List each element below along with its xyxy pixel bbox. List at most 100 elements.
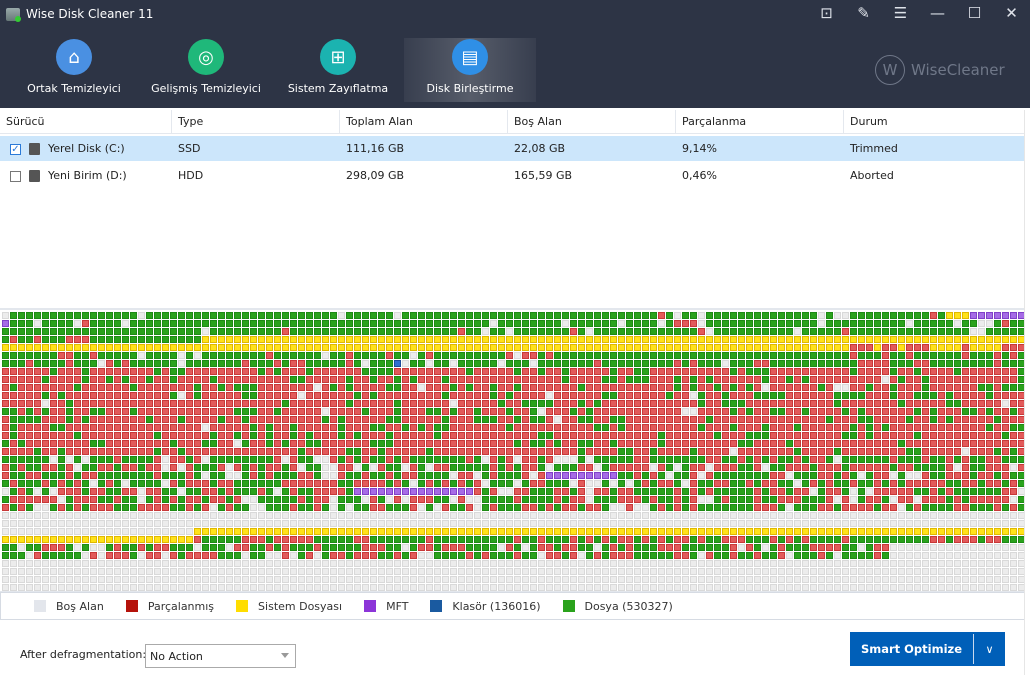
tab-disk-defrag[interactable]: ▤ Disk Birleştirme: [404, 38, 536, 102]
cluster-block: [474, 408, 481, 415]
cluster-block: [810, 400, 817, 407]
cluster-block: [74, 536, 81, 543]
cluster-block: [594, 424, 601, 431]
cluster-block: [730, 320, 737, 327]
cluster-block: [410, 360, 417, 367]
cluster-block: [602, 520, 609, 527]
cluster-block: [10, 480, 17, 487]
cluster-block: [602, 536, 609, 543]
col-type[interactable]: Type: [172, 109, 340, 134]
col-drive[interactable]: Sürücü: [0, 109, 172, 134]
col-fragmentation[interactable]: Parçalanma: [676, 109, 844, 134]
table-row[interactable]: ✓ Yerel Disk (C:) SSD 111,16 GB 22,08 GB …: [0, 136, 1024, 161]
cluster-block: [34, 408, 41, 415]
cluster-block: [26, 384, 33, 391]
maximize-button[interactable]: ☐: [967, 4, 982, 22]
drive-checkbox[interactable]: [10, 170, 21, 182]
cluster-block: [762, 320, 769, 327]
cluster-block: [514, 344, 521, 351]
cluster-block: [762, 408, 769, 415]
minimize-button[interactable]: —: [930, 4, 945, 22]
cluster-block: [914, 360, 921, 367]
cluster-block: [162, 384, 169, 391]
scrollbar[interactable]: [1024, 110, 1030, 675]
cluster-block: [754, 456, 761, 463]
menu-icon[interactable]: ☰: [893, 4, 908, 22]
cluster-block: [498, 560, 505, 567]
after-defrag-select[interactable]: No Action: [145, 644, 296, 668]
cluster-block: [2, 528, 9, 535]
col-total[interactable]: Toplam Alan: [340, 109, 508, 134]
cluster-block: [602, 472, 609, 479]
cluster-block: [946, 448, 953, 455]
cluster-block: [570, 368, 577, 375]
cluster-block: [538, 368, 545, 375]
tab-common-cleaner[interactable]: ⌂ Ortak Temizleyici: [8, 38, 140, 102]
chevron-down-icon[interactable]: ∨: [985, 642, 994, 656]
cluster-block: [650, 512, 657, 519]
smart-optimize-button[interactable]: Smart Optimize ∨: [850, 632, 1005, 666]
cluster-block: [898, 400, 905, 407]
cluster-block: [842, 576, 849, 583]
cluster-block: [170, 568, 177, 575]
cluster-block: [874, 432, 881, 439]
cluster-block: [882, 472, 889, 479]
cluster-block: [914, 312, 921, 319]
cluster-block: [962, 448, 969, 455]
cluster-block: [2, 392, 9, 399]
cluster-block: [258, 528, 265, 535]
cluster-block: [338, 416, 345, 423]
cluster-block: [50, 536, 57, 543]
cluster-block: [490, 424, 497, 431]
cluster-block: [458, 376, 465, 383]
cluster-block: [314, 568, 321, 575]
cluster-block: [730, 336, 737, 343]
cluster-block: [578, 512, 585, 519]
cluster-block: [1010, 400, 1017, 407]
cluster-block: [418, 392, 425, 399]
tab-system-slimming[interactable]: ⊞ Sistem Zayıflatma: [272, 38, 404, 102]
cluster-block: [250, 560, 257, 567]
cluster-block: [450, 496, 457, 503]
cluster-block: [306, 392, 313, 399]
drive-checkbox[interactable]: ✓: [10, 143, 21, 155]
col-status[interactable]: Durum: [850, 114, 888, 128]
cluster-block: [202, 528, 209, 535]
cluster-block: [722, 360, 729, 367]
cluster-block: [402, 328, 409, 335]
cluster-block: [130, 536, 137, 543]
cluster-block: [282, 368, 289, 375]
cluster-block: [474, 576, 481, 583]
feedback-icon[interactable]: ⊡: [820, 4, 833, 22]
cluster-block: [394, 512, 401, 519]
cluster-block: [226, 400, 233, 407]
cluster-block: [362, 536, 369, 543]
cluster-block: [938, 576, 945, 583]
cluster-block: [594, 384, 601, 391]
close-button[interactable]: ✕: [1005, 4, 1018, 22]
edit-note-icon[interactable]: ✎: [857, 4, 870, 22]
cluster-block: [538, 376, 545, 383]
col-free[interactable]: Boş Alan: [508, 109, 676, 134]
cluster-block: [306, 456, 313, 463]
cluster-block: [666, 328, 673, 335]
cluster-block: [418, 496, 425, 503]
cluster-block: [722, 336, 729, 343]
tab-advanced-cleaner[interactable]: ◎ Gelişmiş Temizleyici: [140, 38, 272, 102]
cluster-block: [450, 480, 457, 487]
cluster-block: [906, 328, 913, 335]
cluster-block: [842, 520, 849, 527]
cluster-block: [106, 352, 113, 359]
table-row[interactable]: Yeni Birim (D:) HDD 298,09 GB 165,59 GB …: [0, 163, 1024, 188]
cluster-block: [834, 464, 841, 471]
cluster-block: [346, 424, 353, 431]
cluster-block: [362, 376, 369, 383]
cluster-block: [138, 432, 145, 439]
cluster-block: [474, 312, 481, 319]
cluster-block: [810, 328, 817, 335]
cluster-block: [250, 320, 257, 327]
cluster-block: [322, 448, 329, 455]
cluster-block: [418, 336, 425, 343]
smart-optimize-label[interactable]: Smart Optimize: [850, 634, 974, 664]
cluster-block: [522, 432, 529, 439]
